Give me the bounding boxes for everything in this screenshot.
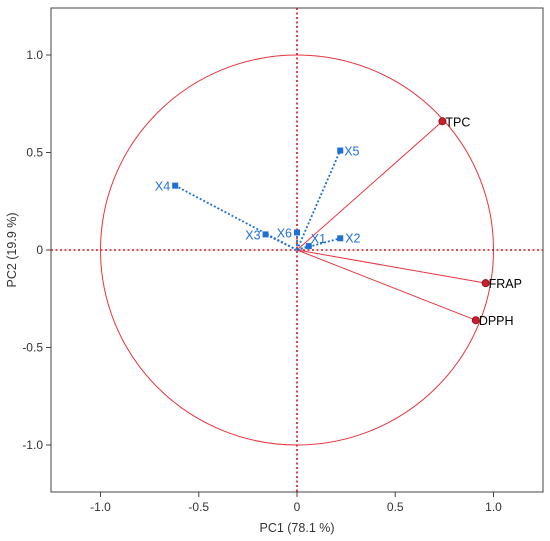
y-tick-label: 1.0 — [26, 48, 43, 62]
observation-label-x3: X3 — [245, 228, 260, 242]
observation-label-x6: X6 — [277, 226, 292, 240]
y-tick-label: 0.5 — [26, 146, 43, 160]
variable-label-dpph: DPPH — [479, 314, 514, 328]
observation-point-x5 — [337, 148, 343, 154]
observation-label-x2: X2 — [345, 231, 360, 245]
variable-vector-frap — [297, 250, 486, 283]
y-tick-label: -0.5 — [22, 341, 43, 355]
x-tick-label: 1.0 — [485, 500, 502, 514]
variable-label-frap: FRAP — [489, 277, 522, 291]
observation-point-x4 — [172, 183, 178, 189]
observation-label-x1: X1 — [311, 232, 326, 246]
observation-label-x4: X4 — [155, 180, 170, 194]
y-tick-label: -1.0 — [22, 438, 43, 452]
observation-label-x5: X5 — [344, 145, 359, 159]
observation-point-x6 — [294, 229, 300, 235]
observation-point-x3 — [263, 231, 269, 237]
y-axis-title: PC2 (19.9 %) — [5, 212, 19, 287]
x-tick-label: -0.5 — [188, 500, 209, 514]
x-axis-title: PC1 (78.1 %) — [259, 521, 334, 535]
x-tick-label: 0 — [294, 500, 301, 514]
variable-vector-tpc — [297, 121, 442, 250]
observation-point-x2 — [337, 235, 343, 241]
x-tick-label: -1.0 — [90, 500, 111, 514]
y-tick-label: 0 — [36, 243, 43, 257]
variable-label-tpc: TPC — [445, 115, 470, 129]
variable-vector-dpph — [297, 250, 476, 320]
x-tick-label: 0.5 — [387, 500, 404, 514]
